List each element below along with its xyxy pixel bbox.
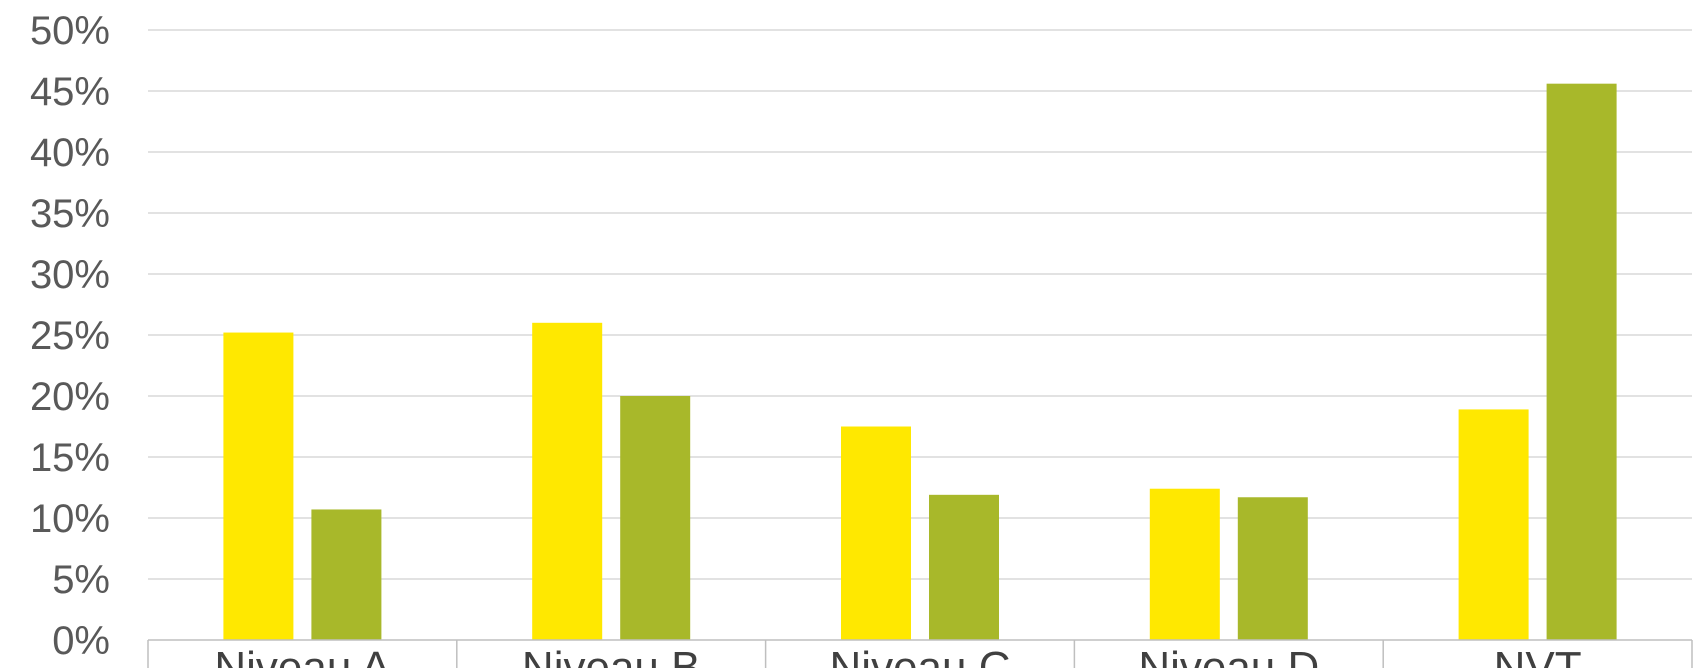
bar-niveau-a-series-2 [311, 509, 382, 640]
x-tick-label: Niveau C [830, 643, 1011, 668]
y-tick-label: 10% [30, 497, 110, 541]
x-tick-label: Niveau B [522, 643, 701, 668]
y-tick-label: 25% [30, 314, 110, 358]
x-axis: Niveau A Niveau B Niveau C Niveau D NVT [147, 639, 1693, 668]
bar-nvt-series-1 [1458, 409, 1529, 640]
bar-niveau-c-series-2 [929, 494, 999, 640]
y-axis: 0% 5% 10% 15% 20% 25% 30% 35% 40% 45% 50% [30, 9, 110, 663]
x-tick-label: Niveau A [214, 643, 391, 668]
y-tick-label: 5% [52, 558, 110, 602]
bar-nvt-series-2 [1546, 83, 1617, 641]
bar-niveau-a-series-1 [223, 332, 294, 640]
y-tick-label: 45% [30, 70, 110, 114]
y-tick-label: 40% [30, 131, 110, 175]
bar-niveau-d-series-2 [1237, 497, 1308, 640]
y-tick-label: 35% [30, 192, 110, 236]
y-tick-label: 15% [30, 436, 110, 480]
y-tick-label: 0% [52, 619, 110, 663]
gridlines [148, 29, 1692, 580]
bar-niveau-d-series-1 [1149, 488, 1220, 640]
x-tick-label: NVT [1494, 643, 1582, 668]
bar-niveau-b-series-2 [620, 396, 691, 640]
bars [223, 83, 1617, 641]
bar-niveau-b-series-1 [532, 322, 603, 640]
y-tick-label: 50% [30, 9, 110, 53]
y-tick-label: 30% [30, 253, 110, 297]
y-tick-label: 20% [30, 375, 110, 419]
bar-niveau-c-series-1 [841, 426, 911, 640]
x-tick-label: Niveau D [1138, 643, 1319, 668]
